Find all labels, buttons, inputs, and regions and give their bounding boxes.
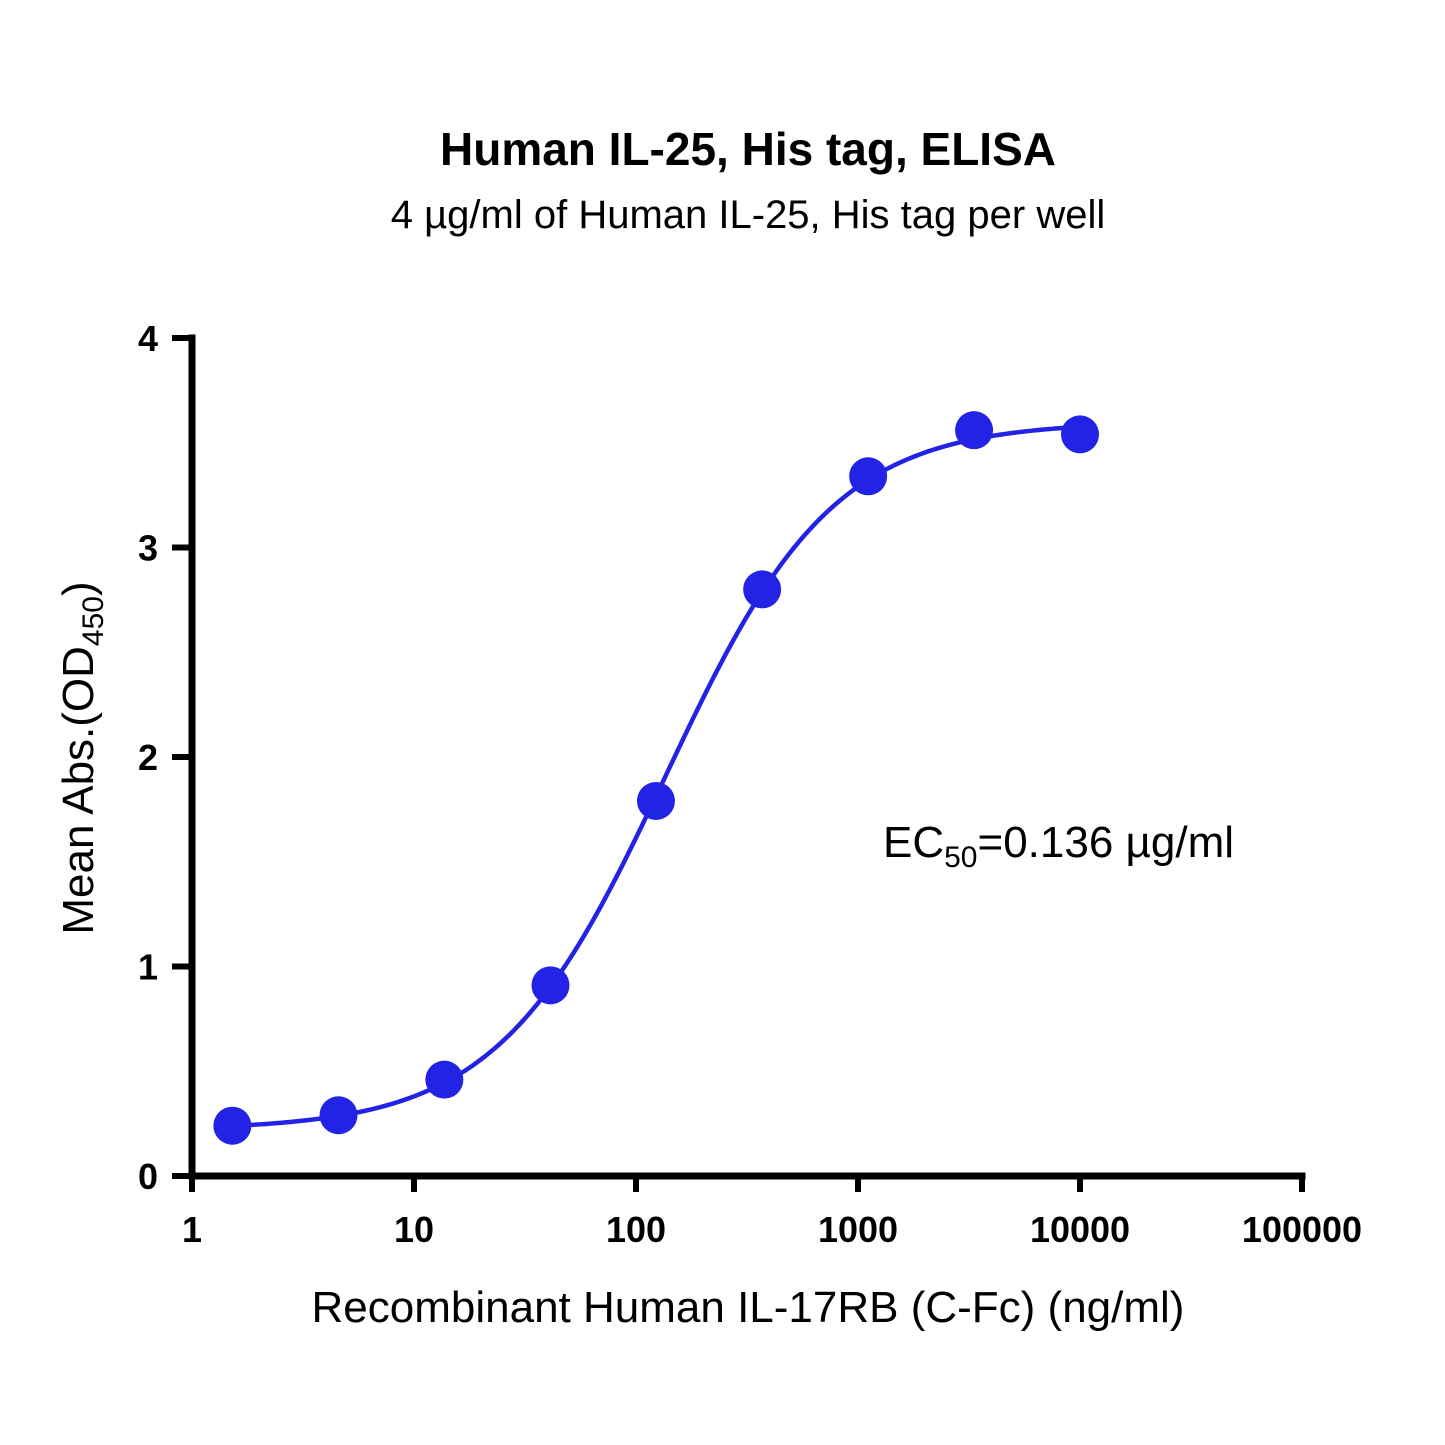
- ec50-annotation: EC50=0.136 µg/ml: [883, 818, 1234, 874]
- y-tick-label: 4: [138, 318, 158, 359]
- data-points-layer: [213, 411, 1099, 1145]
- data-point: [319, 1096, 358, 1135]
- y-tick-label: 1: [138, 947, 158, 988]
- x-tick-label: 10: [394, 1209, 434, 1250]
- data-point: [1061, 415, 1099, 454]
- data-point: [213, 1106, 252, 1145]
- data-point: [425, 1060, 464, 1099]
- y-tick-labels: 0 1 2 3 4: [138, 318, 158, 1197]
- x-axis-label: Recombinant Human IL-17RB (C-Fc) (ng/ml): [312, 1283, 1185, 1332]
- x-tick-label: 1: [182, 1209, 202, 1250]
- ec50-prefix: EC: [883, 818, 944, 867]
- data-point: [743, 570, 782, 609]
- x-tick-label: 1000: [818, 1209, 898, 1250]
- fit-curve: [232, 424, 1081, 1129]
- x-tick-labels: 1 10 100 1000 10000 100000: [182, 1209, 1362, 1250]
- ec50-subscript: 50: [944, 841, 977, 874]
- y-axis-label-main: Mean Abs.(OD: [54, 646, 103, 935]
- data-point: [955, 411, 994, 450]
- data-point: [849, 457, 888, 496]
- y-axis-label-subscript: 450: [77, 596, 110, 646]
- ec50-value: =0.136 µg/ml: [978, 818, 1235, 867]
- y-tick-label: 0: [138, 1156, 158, 1197]
- x-tick-label: 100: [606, 1209, 666, 1250]
- x-tick-label: 100000: [1242, 1209, 1362, 1250]
- chart-title: Human IL-25, His tag, ELISA: [440, 123, 1056, 175]
- x-tick-label: 10000: [1030, 1209, 1130, 1250]
- y-axis-label: Mean Abs.(OD450): [54, 581, 110, 934]
- axes: [172, 334, 1306, 1192]
- y-tick-label: 2: [138, 737, 158, 778]
- chart-subtitle: 4 µg/ml of Human IL-25, His tag per well: [391, 193, 1105, 237]
- y-tick-label: 3: [138, 528, 158, 569]
- fit-curve-layer: [232, 424, 1081, 1129]
- data-point: [636, 781, 675, 820]
- data-point: [531, 966, 570, 1005]
- y-axis-label-suffix: ): [54, 581, 103, 596]
